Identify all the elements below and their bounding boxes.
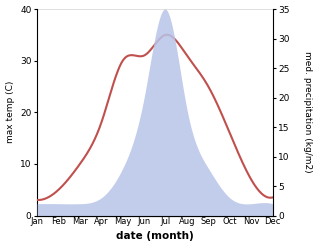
Y-axis label: med. precipitation (kg/m2): med. precipitation (kg/m2) — [303, 51, 313, 173]
X-axis label: date (month): date (month) — [116, 231, 194, 242]
Y-axis label: max temp (C): max temp (C) — [5, 81, 15, 144]
